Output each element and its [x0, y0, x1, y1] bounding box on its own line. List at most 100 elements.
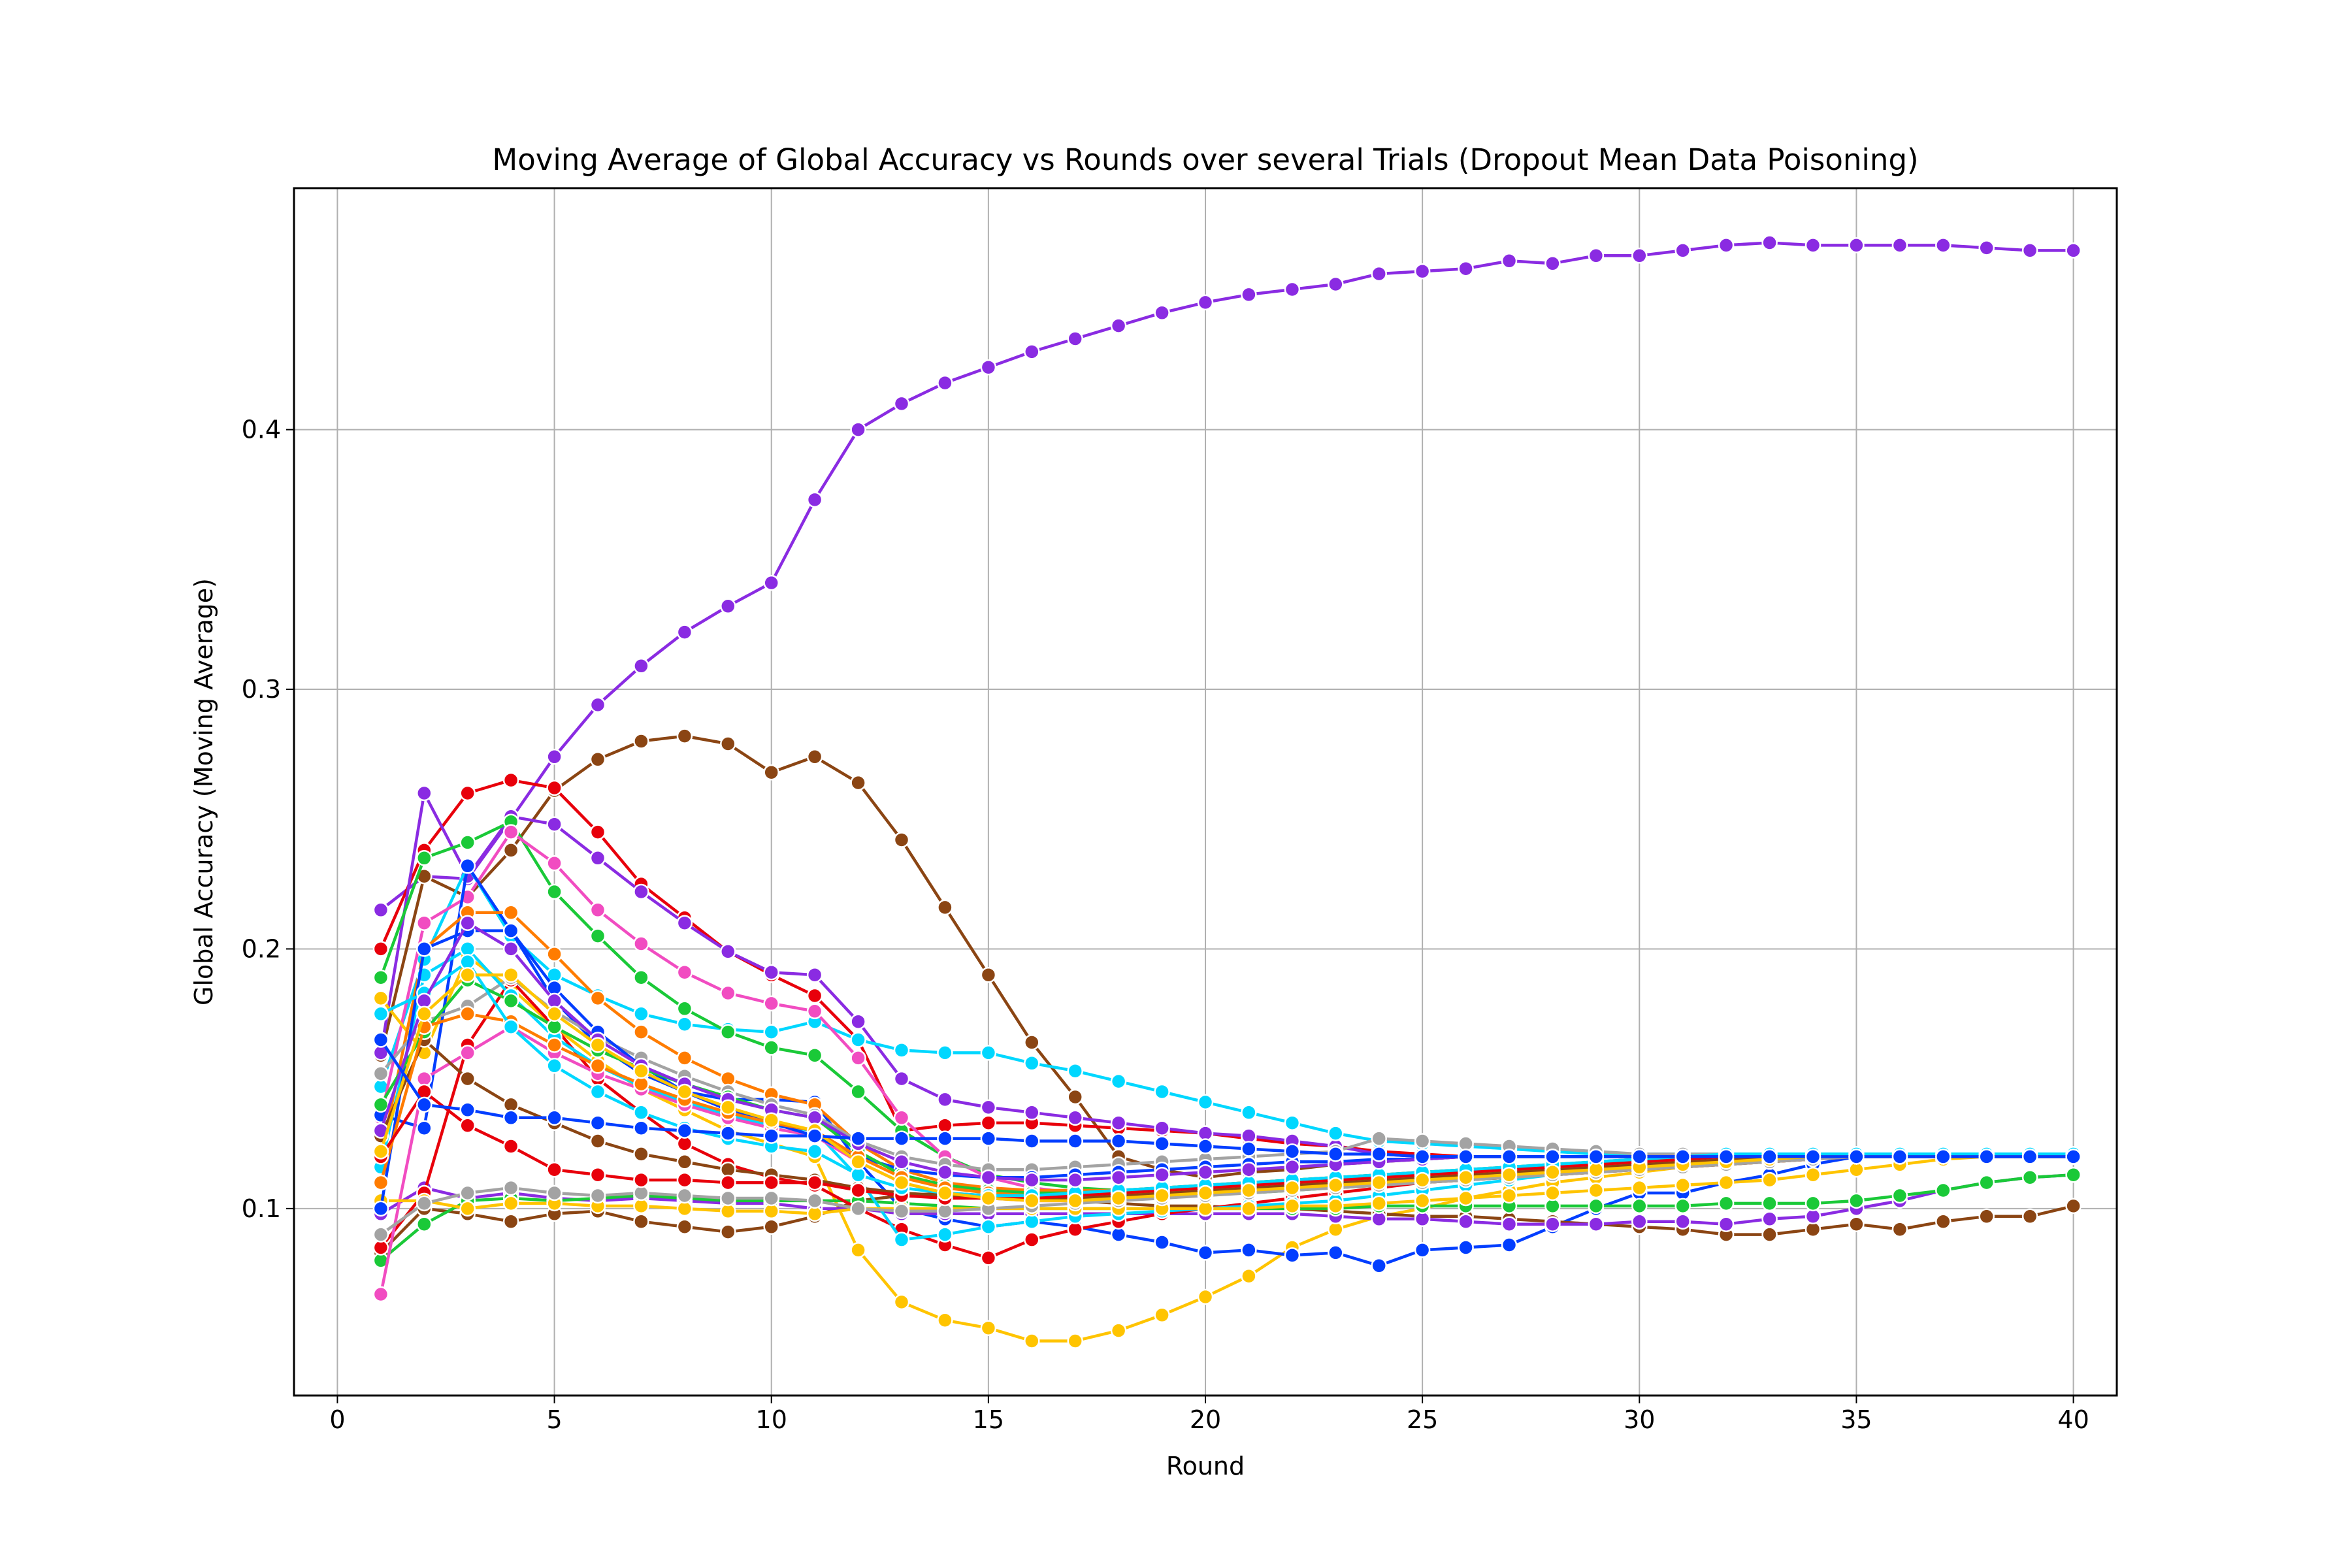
data-point: [1197, 1184, 1214, 1201]
data-point: [1805, 1149, 1821, 1165]
data-point: [1328, 1177, 1344, 1194]
data-point: [633, 1005, 649, 1022]
data-point: [546, 1161, 563, 1178]
data-point: [589, 1166, 606, 1183]
data-point: [850, 1130, 866, 1147]
data-point: [589, 824, 606, 840]
data-point: [1414, 263, 1431, 280]
chart-title: Moving Average of Global Accuracy vs Rou…: [492, 142, 1918, 177]
data-point: [1588, 1198, 1605, 1215]
data-point: [676, 964, 693, 981]
data-point: [1544, 1149, 1561, 1165]
data-point: [720, 1190, 736, 1207]
data-point: [980, 1045, 997, 1061]
data-point: [1024, 1192, 1040, 1209]
data-point: [1067, 1062, 1083, 1079]
data-point: [1544, 1216, 1561, 1232]
data-point: [1674, 1198, 1691, 1215]
data-point: [372, 902, 389, 919]
data-point: [589, 1115, 606, 1131]
data-point: [980, 1169, 997, 1186]
data-point: [416, 915, 433, 931]
series-line: [380, 1155, 2074, 1216]
data-point: [1978, 240, 1995, 256]
data-point: [372, 990, 389, 1007]
data-point: [937, 1130, 953, 1147]
data-point: [633, 1120, 649, 1136]
data-point: [1024, 1034, 1040, 1051]
data-point: [1328, 1146, 1344, 1162]
data-point: [1978, 1208, 1995, 1225]
data-point: [720, 985, 736, 1002]
data-point: [459, 1070, 476, 1087]
data-point: [502, 904, 519, 921]
data-point: [502, 1195, 519, 1212]
y-tick-label: 0.4: [242, 416, 281, 444]
data-point: [633, 1104, 649, 1121]
data-point: [980, 359, 997, 376]
data-point: [1501, 1187, 1518, 1204]
data-point: [806, 966, 823, 983]
data-point: [1371, 1146, 1387, 1162]
data-point: [1067, 1133, 1083, 1149]
y-tick-label: 0.2: [242, 934, 281, 963]
data-point: [1241, 1200, 1257, 1217]
data-point: [893, 1154, 910, 1170]
data-point: [633, 1171, 649, 1188]
data-point: [893, 1203, 910, 1220]
data-point: [1067, 1171, 1083, 1188]
data-point: [1284, 1247, 1301, 1264]
data-point: [850, 1200, 866, 1217]
data-point: [1241, 1267, 1257, 1284]
data-point: [850, 1013, 866, 1030]
data-point: [416, 785, 433, 802]
data-point: [589, 902, 606, 919]
data-point: [980, 1115, 997, 1131]
data-point: [1631, 1179, 1648, 1196]
data-point: [1154, 1307, 1170, 1324]
series-line: [380, 960, 2074, 1198]
data-point: [633, 1146, 649, 1162]
data-point: [850, 774, 866, 791]
data-point: [1631, 1149, 1648, 1165]
data-point: [1067, 1192, 1083, 1209]
data-point: [763, 574, 779, 591]
data-point: [850, 1083, 866, 1100]
data-point: [589, 850, 606, 866]
data-point: [459, 1184, 476, 1201]
data-point: [1544, 1164, 1561, 1181]
data-point: [937, 1184, 953, 1201]
data-point: [1891, 237, 1908, 253]
data-point: [1241, 1104, 1257, 1121]
data-point: [546, 1037, 563, 1053]
data-point: [1935, 1182, 1952, 1199]
data-point: [1588, 1182, 1605, 1199]
data-point: [1024, 1171, 1040, 1188]
data-point: [1978, 1149, 1995, 1165]
data-point: [459, 1200, 476, 1217]
data-point: [1501, 1166, 1518, 1183]
x-tick-label: 15: [973, 1405, 1004, 1434]
data-point: [372, 1032, 389, 1048]
data-point: [416, 1216, 433, 1232]
data-point: [720, 1099, 736, 1116]
data-point: [589, 1083, 606, 1100]
series-28: [372, 1032, 2082, 1165]
axis-ticks: 0 5 10 15 20 25 30 35 40 0.1 0.2 0.3 0.4: [242, 416, 2089, 1434]
data-point: [1110, 1190, 1127, 1207]
data-point: [1241, 1182, 1257, 1199]
data-point: [763, 764, 779, 781]
data-point: [980, 1130, 997, 1147]
y-tick-label: 0.3: [242, 675, 281, 704]
data-point: [720, 943, 736, 960]
data-point: [546, 1058, 563, 1074]
data-point: [676, 624, 693, 640]
data-point: [459, 834, 476, 851]
data-point: [980, 1190, 997, 1207]
data-point: [502, 966, 519, 983]
data-point: [763, 964, 779, 981]
data-point: [2065, 1166, 2082, 1183]
data-point: [893, 1042, 910, 1058]
data-point: [676, 1000, 693, 1017]
data-point: [1674, 242, 1691, 259]
